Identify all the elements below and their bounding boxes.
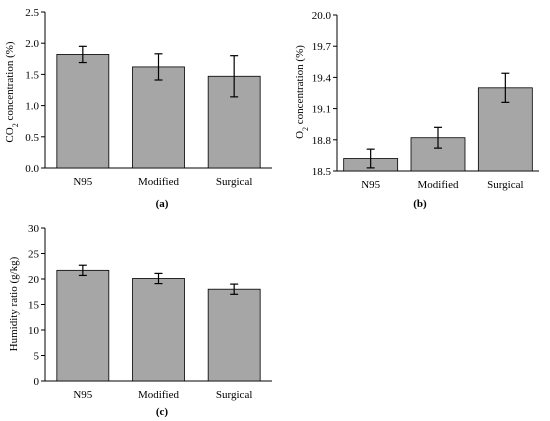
x-tick-label: N95 (73, 389, 92, 401)
panel-label: (b) (413, 198, 427, 210)
y-axis-label: O2 concentration (%) (294, 45, 310, 139)
y-tick-label: 30 (28, 223, 40, 235)
y-tick-label: 18.5 (312, 166, 332, 178)
x-tick-label: Modified (138, 176, 179, 188)
y-axis-label: CO2 concentration (%) (4, 41, 20, 142)
chart-co2: CO2 concentration (%) (a) 0.0 0.5 1.0 1.5 2.… (4, 7, 272, 210)
y-tick-label: 0 (34, 376, 40, 388)
y-tick-label: 10 (28, 325, 40, 337)
panel-label: (a) (156, 198, 169, 210)
y-tick-label: 19.4 (312, 72, 332, 84)
y-tick-label: 0.0 (25, 163, 39, 175)
y-tick-label: 25 (28, 249, 40, 261)
bar-surgical (207, 288, 261, 382)
chart-humidity: Humidity ratio (g/kg) (c) 0 5 10 15 20 25 30 N9… (8, 223, 272, 418)
x-tick-label: N95 (361, 179, 380, 191)
y-tick-label: 2.5 (25, 7, 39, 19)
panel-label: (c) (156, 406, 169, 418)
x-tick-label: Surgical (487, 179, 523, 191)
y-tick-label: 1.5 (25, 69, 39, 81)
x-tick-label: Surgical (216, 389, 252, 401)
y-tick-label: 5 (34, 351, 40, 363)
x-tick-label: Modified (418, 179, 459, 191)
bar-modified (132, 66, 185, 169)
bar-n95 (56, 269, 110, 382)
y-tick-label: 20.0 (312, 10, 332, 22)
bar-modified (132, 278, 185, 382)
y-tick-label: 19.7 (312, 41, 332, 53)
bar-n95 (56, 54, 110, 169)
y-tick-label: 19.1 (312, 104, 331, 116)
y-tick-label: 18.8 (312, 135, 332, 147)
x-tick-label: Surgical (216, 176, 252, 188)
x-tick-label: N95 (73, 176, 92, 188)
x-tick-label: Modified (138, 389, 179, 401)
y-tick-label: 2.0 (25, 38, 39, 50)
y-tick-label: 0.5 (25, 132, 39, 144)
y-tick-label: 1.0 (25, 101, 39, 113)
y-tick-label: 20 (28, 274, 40, 286)
chart-o2: O2 concentration (%) (b) 18.5 18.8 19.1 19.… (294, 10, 539, 210)
y-tick-label: 15 (28, 300, 40, 312)
y-axis-label: Humidity ratio (g/kg) (8, 256, 20, 351)
